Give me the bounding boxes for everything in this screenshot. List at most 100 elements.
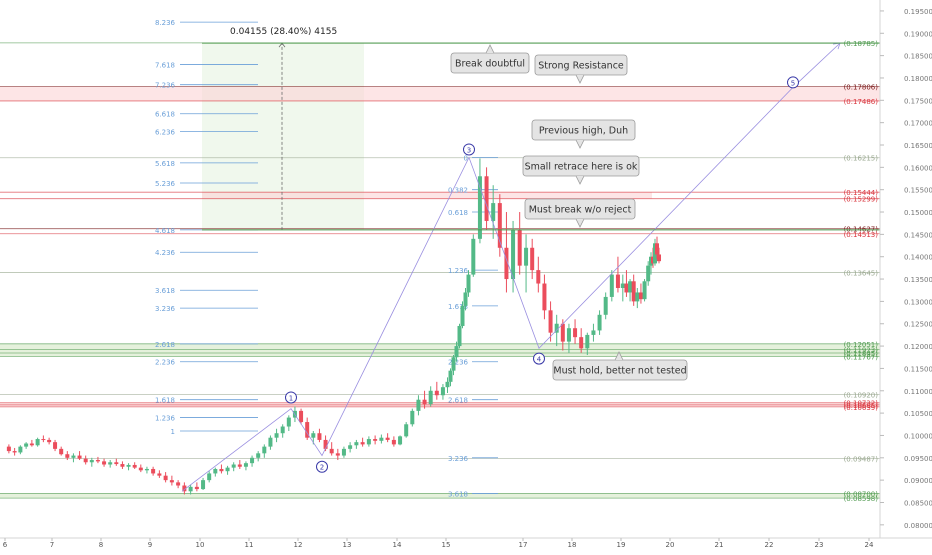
measure-label: 0.04155 (28.40%) 4155 <box>230 27 337 37</box>
candle-body <box>624 283 629 293</box>
candle-body <box>182 485 187 492</box>
callout-pointer <box>485 44 495 54</box>
candle-body <box>47 439 52 443</box>
candle-body <box>126 464 131 467</box>
candle-body <box>194 486 199 490</box>
candle-body <box>262 446 267 454</box>
candle-body <box>77 455 82 459</box>
measure-zone <box>202 43 364 230</box>
fib-left-label: 1.236 <box>155 415 176 423</box>
candle-body <box>646 265 651 282</box>
candle-body <box>323 439 328 449</box>
callout-text: Previous high, Duh <box>539 126 628 137</box>
fib-left-label: 5.618 <box>155 160 175 168</box>
x-tick-label: 22 <box>765 541 774 549</box>
fib-left-label: 7.618 <box>155 62 175 70</box>
candle-body <box>274 433 279 438</box>
callout[interactable]: Must hold, better not tested <box>552 351 688 381</box>
y-tick-label: 0.17000 <box>904 120 932 128</box>
candle-body <box>144 468 149 471</box>
level-price-label: (0.16215) <box>844 155 879 163</box>
level-price-label: (0.08598) <box>844 495 879 503</box>
candle-body <box>169 480 174 483</box>
candle-body <box>554 323 559 333</box>
candle-body <box>609 274 614 297</box>
candle-body <box>434 390 439 396</box>
candle-body <box>454 346 459 358</box>
callout[interactable]: Small retrace here is ok <box>522 155 640 185</box>
candle-body <box>471 238 476 275</box>
candle-body <box>41 439 46 441</box>
y-tick-label: 0.12000 <box>904 343 932 351</box>
candle-body <box>466 274 471 293</box>
candle-body <box>207 473 212 481</box>
callout-text: Must break w/o reject <box>529 205 632 216</box>
fib-left-label: 6.236 <box>155 129 176 137</box>
level-price-label: (0.08700) <box>844 491 879 499</box>
y-tick-label: 0.14500 <box>904 231 932 239</box>
candle-body <box>188 486 193 492</box>
candle-body <box>83 458 88 463</box>
candle-body <box>404 424 409 437</box>
y-tick-label: 0.08500 <box>904 499 932 507</box>
candle-body <box>657 254 661 262</box>
y-tick-label: 0.15000 <box>904 209 932 217</box>
candle-body <box>477 176 482 239</box>
candle-body <box>542 283 547 311</box>
candle-body <box>579 337 584 349</box>
candle-body <box>89 460 94 463</box>
candle-body <box>517 229 522 266</box>
candle-body <box>335 453 340 456</box>
level-price-label: (0.14513) <box>844 231 879 239</box>
candle-body <box>366 439 371 445</box>
candle-body <box>18 446 23 453</box>
candle-body <box>311 433 316 438</box>
candle-body <box>628 281 633 293</box>
level-price-label: (0.15444) <box>844 189 879 197</box>
x-tick-label: 10 <box>196 541 205 549</box>
wave-marker <box>533 352 545 365</box>
candle-body <box>655 243 659 255</box>
candle-body <box>305 422 310 438</box>
candle-body <box>360 442 365 445</box>
candle-body <box>536 270 541 284</box>
candle-body <box>250 457 255 464</box>
x-tick-label: 23 <box>815 541 824 549</box>
candle-body <box>373 439 378 441</box>
x-tick-label: 20 <box>666 541 675 549</box>
level-price-label: (0.17486) <box>844 98 879 106</box>
level-price-label: (0.17806) <box>844 84 879 92</box>
fib-right-label: 2.618 <box>448 397 468 405</box>
y-tick-label: 0.18000 <box>904 75 932 83</box>
y-tick-label: 0.13500 <box>904 276 932 284</box>
candle-body <box>341 448 346 456</box>
candle-body <box>256 453 261 458</box>
y-tick-label: 0.11500 <box>904 365 932 373</box>
callout[interactable]: Previous high, Duh <box>531 119 636 149</box>
callout-text: Strong Resistance <box>538 61 624 72</box>
candle-body <box>524 247 529 266</box>
candle-body <box>428 390 433 405</box>
candle-body <box>379 437 384 441</box>
fib-left-label: 3.236 <box>155 305 176 313</box>
candle-body <box>157 473 162 476</box>
callout-pointer <box>614 351 624 361</box>
fib-right-label: 0 <box>464 155 468 163</box>
candle-body <box>354 442 359 446</box>
candle-body <box>163 475 168 481</box>
fib-left-label: 1.618 <box>155 397 175 405</box>
callout[interactable]: Break doubtful <box>450 44 530 74</box>
callout[interactable]: Must break w/o reject <box>524 198 636 228</box>
candle-body <box>102 461 107 465</box>
candle-body <box>642 281 647 300</box>
fib-left-label: 5.236 <box>155 180 176 188</box>
candle-body <box>12 451 17 453</box>
y-tick-label: 0.16000 <box>904 164 932 172</box>
wave-label: 4 <box>537 356 542 364</box>
y-tick-label: 0.17500 <box>904 97 932 105</box>
x-tick-label: 15 <box>442 541 451 549</box>
callout[interactable]: Strong Resistance <box>534 54 628 84</box>
y-tick-label: 0.16500 <box>904 142 932 150</box>
